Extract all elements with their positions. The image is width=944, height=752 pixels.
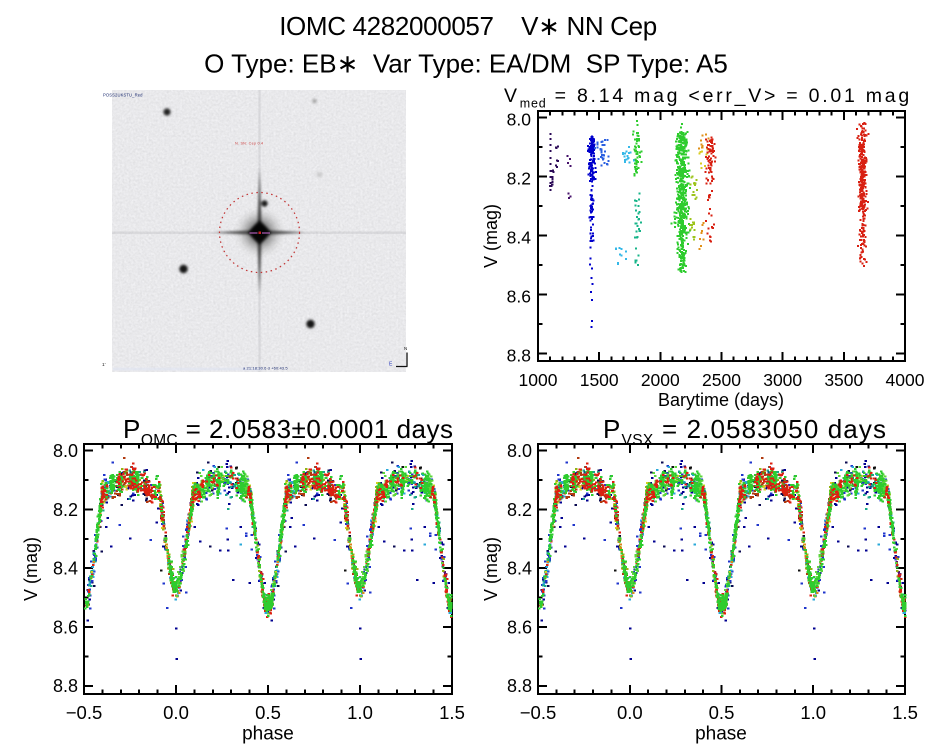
svg-text:3500: 3500 xyxy=(824,370,863,390)
svg-text:8.8: 8.8 xyxy=(507,346,531,366)
svg-text:0.5: 0.5 xyxy=(709,702,735,723)
svg-text:E: E xyxy=(389,362,393,368)
svg-text:8.4: 8.4 xyxy=(507,228,532,248)
svg-text:PVSX = 2.0583050 days: PVSX = 2.0583050 days xyxy=(603,414,887,449)
svg-text:N: N xyxy=(404,346,407,351)
svg-text:Vmed = 8.14 mag <err_V> = 0.01: Vmed = 8.14 mag <err_V> = 0.01 mag xyxy=(504,85,912,111)
svg-text:1500: 1500 xyxy=(580,370,619,390)
svg-text:POMC = 2.0583±0.0001 days: POMC = 2.0583±0.0001 days xyxy=(123,414,454,449)
svg-text:8.6: 8.6 xyxy=(507,617,532,637)
svg-text:0.0: 0.0 xyxy=(163,702,189,723)
svg-text:2000: 2000 xyxy=(641,370,680,390)
svg-text:3000: 3000 xyxy=(763,370,802,390)
svg-text:1.0: 1.0 xyxy=(347,702,373,723)
svg-text:a 21:18:30.6 d +60:43.5: a 21:18:30.6 d +60:43.5 xyxy=(243,366,288,371)
svg-text:N. SN: Cep 0.4: N. SN: Cep 0.4 xyxy=(235,142,263,146)
svg-text:8.0: 8.0 xyxy=(507,110,532,130)
svg-text:8.0: 8.0 xyxy=(507,441,532,461)
svg-text:8.8: 8.8 xyxy=(507,676,532,696)
svg-text:8.2: 8.2 xyxy=(507,169,531,189)
svg-text:1': 1' xyxy=(102,362,106,368)
svg-text:1.0: 1.0 xyxy=(800,702,826,723)
svg-text:O Type: EB∗ Var Type: EA/DM: O Type: EB∗ Var Type: EA/DM SP Type: A5 xyxy=(204,49,728,79)
svg-text:−0.5: −0.5 xyxy=(66,702,103,723)
svg-text:8.4: 8.4 xyxy=(507,559,532,579)
svg-text:Barytime (days): Barytime (days) xyxy=(658,390,784,410)
svg-text:1.5: 1.5 xyxy=(439,702,465,723)
svg-text:V (mag): V (mag) xyxy=(481,204,501,268)
svg-text:V (mag): V (mag) xyxy=(481,537,501,601)
svg-text:4000: 4000 xyxy=(886,370,925,390)
svg-text:1000: 1000 xyxy=(519,370,558,390)
svg-text:8.2: 8.2 xyxy=(53,500,78,520)
svg-text:8.2: 8.2 xyxy=(507,500,532,520)
svg-text:POSS2UKSTU_Red: POSS2UKSTU_Red xyxy=(103,93,143,98)
svg-text:8.8: 8.8 xyxy=(53,676,78,696)
svg-text:0.5: 0.5 xyxy=(255,702,281,723)
svg-text:V (mag): V (mag) xyxy=(21,537,41,601)
svg-text:phase: phase xyxy=(695,724,747,745)
svg-text:8.0: 8.0 xyxy=(53,441,78,461)
svg-text:phase: phase xyxy=(242,724,294,745)
svg-text:2500: 2500 xyxy=(702,370,741,390)
svg-text:1.5: 1.5 xyxy=(892,702,918,723)
svg-text:IOMC 4282000057 V∗ NN Cep: IOMC 4282000057 V∗ NN Cep xyxy=(279,11,657,41)
svg-text:−0.5: −0.5 xyxy=(520,702,557,723)
svg-text:0.0: 0.0 xyxy=(617,702,643,723)
svg-text:8.6: 8.6 xyxy=(507,287,531,307)
svg-text:8.6: 8.6 xyxy=(53,617,78,637)
svg-text:8.4: 8.4 xyxy=(53,559,78,579)
